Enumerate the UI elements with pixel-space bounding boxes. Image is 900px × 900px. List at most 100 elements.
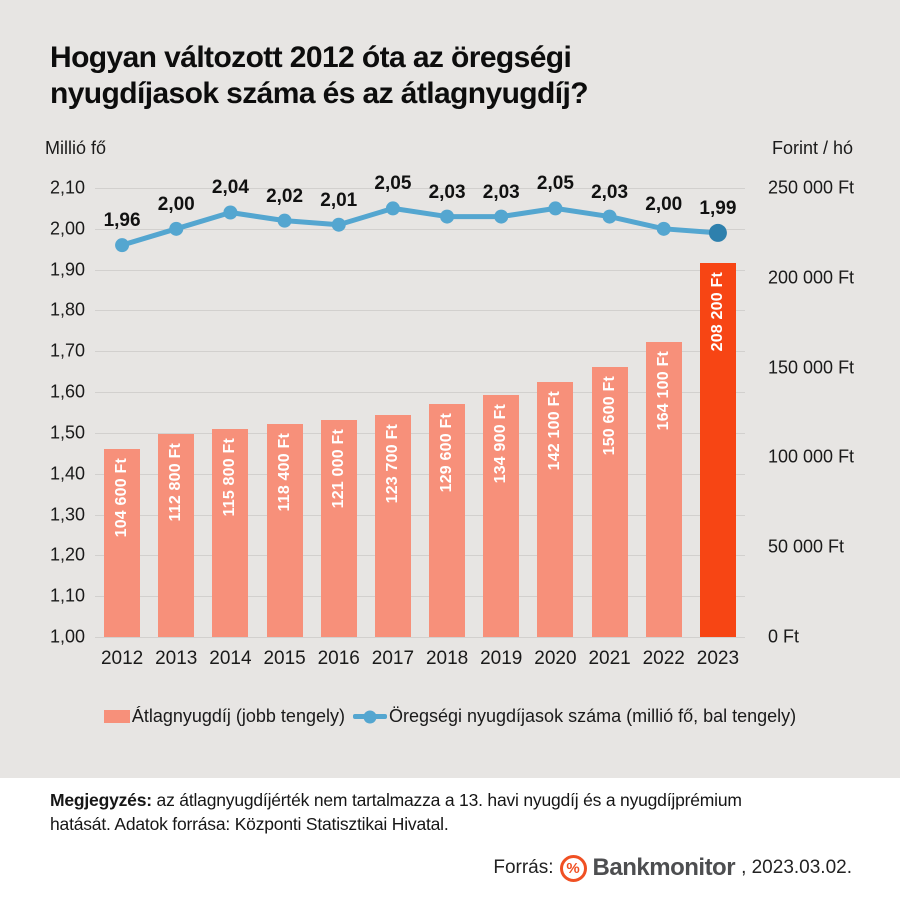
left-axis-ticks: 2,10 2,00 1,90 1,80 1,70 1,60 1,50 1,40 1,30 1,20… bbox=[0, 178, 85, 647]
bar-2019: 134 900 Ft bbox=[483, 394, 520, 637]
legend-line-label: Öregségi nyugdíjasok száma (millió fő, b… bbox=[388, 706, 797, 726]
right-tick-label: 150 000 Ft bbox=[768, 357, 855, 378]
gridline bbox=[95, 188, 745, 189]
plot-area: 104 600 Ft 112 800 Ft 115 800 Ft 118 400 Ft… bbox=[95, 173, 745, 638]
line-value-label: 2,05 bbox=[536, 173, 574, 195]
gridline bbox=[95, 514, 745, 516]
left-tick-label: 1,30 bbox=[49, 504, 85, 525]
line-point-2019 bbox=[494, 209, 509, 224]
right-axis-ticks: 250 000 Ft 200 000 Ft 150 000 Ft 100 000 Ft… bbox=[768, 178, 888, 647]
right-tick-label: 0 Ft bbox=[768, 626, 800, 647]
line-point-2016 bbox=[331, 217, 346, 232]
line-point-2022 bbox=[656, 221, 671, 236]
bankmonitor-logo-icon: % bbox=[559, 854, 587, 882]
legend-bar-label: Átlagnyugdíj (jobb tengely) bbox=[131, 706, 345, 726]
bar-2022: 164 100 Ft bbox=[645, 342, 682, 637]
bar-2018: 129 600 Ft bbox=[429, 404, 466, 637]
x-tick-label-2020: 2020 bbox=[534, 648, 577, 669]
gridline bbox=[95, 637, 745, 638]
percent-glyph: % bbox=[566, 859, 580, 877]
line-value-label: 2,02 bbox=[266, 185, 304, 207]
bar-2023: 208 200 Ft bbox=[699, 263, 736, 637]
right-tick-label: 100 000 Ft bbox=[768, 446, 855, 467]
left-tick-label: 1,40 bbox=[49, 463, 85, 484]
left-tick-label: 1,10 bbox=[49, 585, 85, 606]
x-tick-label-2017: 2017 bbox=[371, 648, 415, 669]
right-tick-label: 200 000 Ft bbox=[768, 267, 855, 288]
bar-2020: 142 100 Ft bbox=[537, 381, 574, 637]
x-tick-label-2013: 2013 bbox=[155, 648, 198, 669]
left-tick-label: 1,60 bbox=[49, 381, 85, 402]
line-point-2012 bbox=[115, 238, 130, 253]
right-tick-label: 50 000 Ft bbox=[768, 536, 845, 557]
gridline bbox=[95, 351, 745, 353]
line-value-label: 2,03 bbox=[482, 181, 520, 203]
page-title: Hogyan változott 2012 óta az öregségi ny… bbox=[50, 41, 589, 110]
line-point-2023 bbox=[708, 223, 727, 242]
gridline bbox=[95, 432, 745, 434]
gridline bbox=[95, 269, 745, 271]
left-tick-label: 2,10 bbox=[49, 177, 85, 198]
line-value-label: 2,05 bbox=[374, 173, 412, 195]
bar-2012: 104 600 Ft bbox=[104, 449, 141, 637]
line-point-2013 bbox=[169, 221, 184, 236]
line-value-label: 2,00 bbox=[157, 193, 195, 215]
bar-2016: 121 000 Ft bbox=[320, 419, 357, 637]
line-point-2018 bbox=[440, 209, 455, 224]
bar-2014: 115 800 Ft bbox=[212, 429, 249, 637]
left-tick-label: 2,00 bbox=[49, 218, 85, 239]
line-value-label: 2,04 bbox=[211, 177, 249, 199]
right-tick-label: 250 000 Ft bbox=[768, 177, 855, 198]
footnote-text: az átlagnyugdíjérték nem tartalmazza a 1… bbox=[50, 790, 742, 835]
footer-panel: Megjegyzés: az átlagnyugdíjérték nem tar… bbox=[0, 778, 900, 900]
left-axis-unit-label: Millió fő bbox=[45, 138, 107, 158]
brand-name: Bankmonitor bbox=[592, 854, 736, 881]
x-tick-label-2019: 2019 bbox=[480, 648, 523, 669]
x-tick-label-2023: 2023 bbox=[696, 648, 740, 669]
line-value-label: 2,00 bbox=[645, 193, 683, 215]
line-point-2014 bbox=[223, 205, 238, 220]
left-tick-label: 1,00 bbox=[49, 626, 85, 647]
line-point-2021 bbox=[602, 209, 617, 224]
x-axis-labels: 2012 2013 2014 2015 2016 2017 2018 2019 2020 2021… bbox=[95, 648, 745, 674]
bar-2017: 123 700 Ft bbox=[374, 414, 411, 637]
footnote: Megjegyzés: az átlagnyugdíjérték nem tar… bbox=[50, 788, 850, 836]
left-tick-label: 1,70 bbox=[49, 340, 85, 361]
gridline bbox=[95, 555, 745, 557]
gridline bbox=[95, 392, 745, 394]
gridline bbox=[95, 596, 745, 598]
x-tick-label-2012: 2012 bbox=[100, 648, 144, 669]
legend-bar-swatch bbox=[103, 710, 130, 723]
left-tick-label: 1,20 bbox=[49, 544, 85, 565]
line-value-label: 2,03 bbox=[591, 181, 629, 203]
source-line: Forrás: % Bankmonitor , 2023.03.02. bbox=[493, 854, 852, 882]
gridline bbox=[95, 473, 745, 475]
line-value-label: 1,96 bbox=[103, 210, 141, 232]
source-label: Forrás: bbox=[493, 857, 554, 878]
x-tick-label-2021: 2021 bbox=[588, 648, 631, 669]
footnote-lead: Megjegyzés: bbox=[50, 790, 152, 810]
x-tick-label-2015: 2015 bbox=[263, 648, 306, 669]
line-point-2017 bbox=[385, 201, 400, 216]
left-tick-label: 1,80 bbox=[49, 299, 85, 320]
line-value-label: 1,99 bbox=[699, 197, 737, 219]
line-point-2020 bbox=[548, 201, 563, 216]
left-tick-label: 1,50 bbox=[49, 422, 85, 443]
legend: Átlagnyugdíj (jobb tengely) Öregségi nyu… bbox=[0, 706, 900, 727]
legend-line-swatch bbox=[352, 710, 387, 723]
x-tick-label-2022: 2022 bbox=[642, 648, 685, 669]
x-tick-label-2018: 2018 bbox=[425, 648, 469, 669]
left-tick-label: 1,90 bbox=[49, 259, 85, 280]
bar-2013: 112 800 Ft bbox=[158, 434, 195, 637]
line-value-label: 2,01 bbox=[320, 189, 358, 211]
right-axis-unit-label: Forint / hó bbox=[771, 138, 853, 158]
bar-2015: 118 400 Ft bbox=[266, 424, 303, 637]
x-tick-label-2016: 2016 bbox=[317, 648, 360, 669]
source-date: , 2023.03.02. bbox=[741, 857, 852, 878]
x-tick-label-2014: 2014 bbox=[209, 648, 252, 669]
gridline bbox=[95, 310, 745, 312]
line-point-2015 bbox=[277, 213, 292, 228]
line-value-label: 2,03 bbox=[428, 181, 466, 203]
bar-2021: 150 600 Ft bbox=[591, 366, 628, 637]
